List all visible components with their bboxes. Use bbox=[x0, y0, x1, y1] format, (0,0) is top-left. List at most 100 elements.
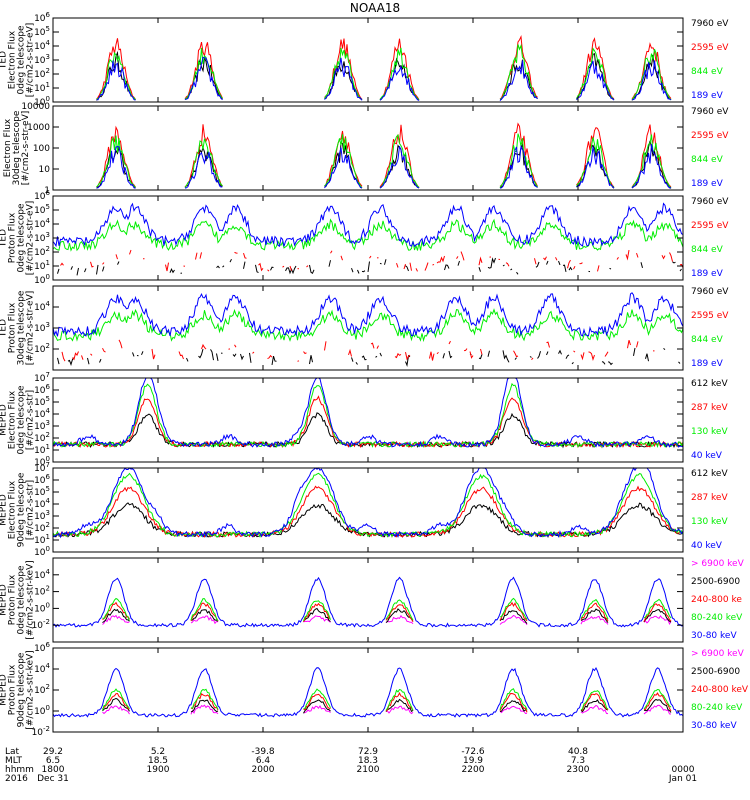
panel-3-ytick-label: 105 bbox=[34, 203, 50, 216]
panel-5-legend-1: 612 keV bbox=[691, 379, 728, 389]
panel-7-frame bbox=[52, 557, 684, 643]
panel-7-ylabel: MEPEDProton Flux0deg telescope[#/cm2-s-s… bbox=[0, 560, 36, 639]
panel-4-ytick-label: 104 bbox=[34, 300, 50, 313]
panel-2-series-2 bbox=[96, 122, 672, 188]
xaxis-hhmm-label: 1800 bbox=[42, 765, 65, 775]
panel-1-ytick-label: 101 bbox=[34, 81, 50, 94]
chart-title: NOAA18 bbox=[350, 1, 400, 15]
panel-8-frame bbox=[52, 647, 684, 733]
panel-3-series-4 bbox=[52, 202, 684, 248]
panel-7-legend-1: > 6900 keV bbox=[691, 559, 745, 569]
panel-1-ylabel-line: 0deg telescope bbox=[17, 25, 27, 95]
xaxis-row-label-lat: Lat bbox=[5, 747, 20, 757]
panel-2-legend-2: 2595 eV bbox=[691, 131, 729, 141]
panel-4-ylabel-line: [#/cm2-s-str-eV] bbox=[26, 291, 36, 366]
panel-8-series-2 bbox=[102, 697, 672, 714]
panel-1-ytick-label: 106 bbox=[34, 11, 50, 24]
xaxis-mlt-label: 6.5 bbox=[46, 756, 60, 766]
panel-2-legend-3: 844 eV bbox=[691, 155, 724, 165]
panel-7-ylabel-line: [#/cm2-s-str-keV] bbox=[26, 560, 36, 639]
panel-5-series-4 bbox=[52, 377, 684, 448]
panel-3-legend-1: 7960 eV bbox=[691, 197, 729, 207]
panel-7-legend-5: 30-80 keV bbox=[691, 631, 737, 641]
panel-6-legend-1: 612 keV bbox=[691, 469, 728, 479]
xaxis-lat-label: -72.6 bbox=[461, 747, 485, 757]
panel-1-legend-4: 189 eV bbox=[691, 91, 724, 101]
panel-8-series-3 bbox=[102, 691, 672, 713]
panel-3-ytick-label: 103 bbox=[34, 231, 50, 244]
panel-6-ylabel-line: MEPED bbox=[0, 494, 9, 526]
panel-4-ylabel-line: 30deg telescope bbox=[17, 290, 27, 365]
panel-1-ytick-label: 104 bbox=[34, 39, 50, 52]
panel-1-series-2 bbox=[96, 34, 672, 100]
panel-1-legend-2: 2595 eV bbox=[691, 43, 729, 53]
panel-8-ytick-label: 102 bbox=[34, 683, 50, 696]
panel-6-legend-3: 130 keV bbox=[691, 517, 728, 527]
panel-1-ylabel-line: Electron Flux bbox=[8, 30, 18, 89]
panel-8-ylabel: MEPEDProton Flux90deg telescope[#/cm2-s-… bbox=[0, 650, 36, 729]
panel-4-ylabel: TEDProton Flux30deg telescope[#/cm2-s-st… bbox=[0, 290, 36, 365]
panel-6-series-2 bbox=[52, 485, 684, 538]
panel-8-ytick-label: 100 bbox=[34, 704, 50, 717]
panel-2-ylabel-line: 30deg telescope bbox=[12, 110, 22, 185]
panel-4-legend-1: 7960 eV bbox=[691, 287, 729, 297]
xaxis-date-label: Jan 01 bbox=[668, 774, 697, 784]
panel-7-series-3 bbox=[102, 601, 672, 622]
panel-4-series-3 bbox=[52, 308, 684, 343]
xaxis-hhmm-label: 0000 bbox=[672, 765, 695, 775]
panel-5-legend-3: 130 keV bbox=[691, 427, 728, 437]
panel-5-frame bbox=[52, 377, 684, 463]
panel-7-ylabel-line: MEPED bbox=[0, 584, 9, 616]
panel-3-series-2 bbox=[60, 249, 684, 272]
panel-6-legend-2: 287 keV bbox=[691, 493, 728, 503]
panel-6-ytick-label: 100 bbox=[34, 545, 50, 558]
panel-5-series-3 bbox=[52, 382, 684, 449]
panel-8-ylabel-line: Proton Flux bbox=[8, 664, 18, 715]
panel-1-ytick-label: 105 bbox=[34, 25, 50, 38]
panel-5-legend-2: 287 keV bbox=[691, 403, 728, 413]
panel-3-legend-2: 2595 eV bbox=[691, 221, 729, 231]
xaxis-hhmm-label: 2300 bbox=[567, 765, 590, 775]
panel-3-ytick-label: 100 bbox=[34, 273, 50, 286]
panel-7-ylabel-line: 0deg telescope bbox=[17, 565, 27, 635]
panel-3-ylabel-line: TED bbox=[0, 229, 9, 248]
panel-5-ylabel: MEPEDElectron Flux0deg telescope[#/cm2-s… bbox=[0, 385, 36, 455]
panel-7-series-5 bbox=[52, 576, 683, 628]
panel-5-ylabel-line: 0deg telescope bbox=[17, 385, 27, 455]
panel-6-series-3 bbox=[52, 472, 684, 538]
panel-8-ylabel-line: [#/cm2-s-str-keV] bbox=[26, 650, 36, 729]
panel-4-ytick-label: 102 bbox=[34, 342, 50, 355]
panel-6-ylabel: MEPEDElectron Flux90deg telescope[#/cm2-… bbox=[0, 472, 36, 547]
xaxis-lat-label: 40.8 bbox=[568, 747, 588, 757]
panel-3-series-3 bbox=[52, 218, 684, 252]
xaxis-row-label-mlt: MLT bbox=[5, 756, 23, 766]
panel-8-legend-4: 80-240 keV bbox=[691, 703, 743, 713]
panel-6-series-1 bbox=[52, 502, 684, 539]
panel-6-legend-4: 40 keV bbox=[691, 541, 723, 551]
panel-2-ylabel: Electron Flux30deg telescope[#/cm2-s-str… bbox=[3, 110, 31, 185]
panel-5-ylabel-line: Electron Flux bbox=[8, 390, 18, 449]
panel-8-ylabel-line: MEPED bbox=[0, 674, 9, 706]
xaxis-lat-label: 5.2 bbox=[151, 747, 165, 757]
panel-3-ylabel-line: 0deg telescope bbox=[17, 203, 27, 273]
panel-7-series-4 bbox=[102, 597, 672, 622]
panel-1-series-3 bbox=[96, 43, 672, 101]
xaxis-mlt-label: 7.3 bbox=[571, 756, 585, 766]
xaxis-lat-label: 29.2 bbox=[43, 747, 63, 757]
panel-8-series-1 bbox=[102, 704, 672, 715]
panel-4-ytick-label: 103 bbox=[34, 321, 50, 334]
panel-3-ylabel-line: [#/cm2-s-str-eV] bbox=[26, 201, 36, 276]
panel-4-series-2 bbox=[62, 340, 683, 361]
panel-2-ytick-label: 1 bbox=[44, 186, 50, 196]
panel-7-ylabel-line: Proton Flux bbox=[8, 574, 18, 625]
panel-2-ytick-label: 100 bbox=[33, 144, 50, 154]
panel-8-series-5 bbox=[52, 666, 684, 718]
panel-1-frame bbox=[52, 17, 684, 103]
panel-2-ytick-label: 1000 bbox=[27, 123, 50, 133]
panel-3-ylabel-line: Proton Flux bbox=[8, 212, 18, 263]
